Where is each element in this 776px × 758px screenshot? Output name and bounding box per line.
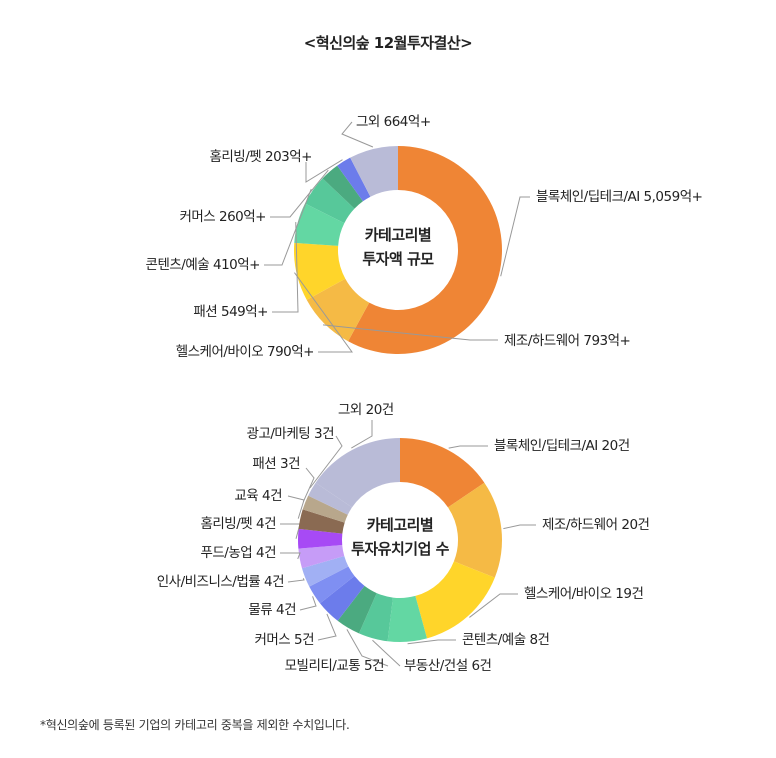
donut-slice: [298, 528, 343, 549]
donut-slice: [415, 561, 495, 639]
leader-line: [309, 435, 343, 489]
slice-label: 부동산/건설 6건: [404, 658, 492, 674]
footnote: *혁신의숲에 등록된 기업의 카테고리 중복을 제외한 수치입니다.: [40, 718, 350, 732]
slice-label: 제조/하드웨어 20건: [542, 517, 650, 533]
slice-label: 교육 4건: [234, 488, 282, 504]
center-label: 카테고리별: [367, 516, 434, 534]
investment-amount-donut: 블록체인/딥테크/AI 5,059억+ 제조/하드웨어 793억+ 헬스케어/바이오…: [146, 114, 703, 360]
donut-slice: [337, 157, 371, 202]
leader-line: [351, 420, 373, 449]
donut-slice: [315, 438, 400, 508]
donut-slice: [447, 482, 503, 578]
donut-slice: [298, 544, 345, 569]
slice-label: 물류 4건: [248, 602, 296, 618]
leader-line: [341, 121, 374, 148]
donut-slice: [305, 178, 355, 224]
slice-label: 커머스 260억+: [179, 209, 266, 225]
donut-slice: [302, 495, 348, 523]
donut-slice: [308, 482, 353, 515]
slice-label: 인사/비즈니스/법률 4건: [157, 574, 284, 590]
slice-label: 콘텐츠/예술 8건: [462, 632, 550, 648]
slice-label: 그외 664억+: [356, 114, 431, 130]
leader-line: [264, 188, 312, 266]
center-label: 카테고리별: [365, 226, 432, 244]
leader-line: [322, 324, 498, 341]
donut-slice: [358, 593, 393, 642]
donut-slice: [320, 576, 365, 621]
slice-label: 블록체인/딥테크/AI 5,059억+: [536, 189, 702, 205]
donut-slice: [301, 556, 349, 587]
leader-line: [280, 523, 301, 539]
donut-slice: [294, 203, 345, 246]
donut-slice: [294, 242, 346, 300]
slice-label: 푸드/농업 4건: [200, 545, 276, 561]
slice-label: 헬스케어/바이오 790억+: [176, 344, 314, 360]
donut-slice: [348, 146, 503, 354]
donut-slice: [387, 595, 427, 643]
leader-line: [503, 524, 536, 530]
leader-line: [346, 629, 389, 667]
slice-label: 홈리빙/펫 203억+: [209, 149, 312, 165]
donut-slice: [337, 585, 377, 634]
donut-slice: [350, 146, 398, 197]
page-title: <혁신의숲 12월투자결산>: [303, 34, 473, 52]
leader-line: [280, 552, 301, 560]
center-label: 투자유치기업 수: [351, 540, 450, 558]
leader-line: [372, 639, 401, 667]
leader-line: [272, 222, 299, 313]
leader-line: [270, 169, 329, 218]
donut-slice: [298, 509, 345, 534]
leader-line: [317, 613, 337, 641]
slice-label: 콘텐츠/예술 410억+: [146, 257, 260, 273]
slice-label: 패션 3건: [252, 456, 300, 472]
slice-label: 커머스 5건: [254, 632, 314, 648]
slice-label: 모빌리티/교통 5건: [285, 658, 384, 674]
slice-label: 패션 549억+: [193, 304, 268, 320]
slice-label: 제조/하드웨어 793억+: [504, 333, 630, 349]
leader-line: [305, 159, 343, 183]
slice-label: 홈리빙/펫 4건: [200, 516, 276, 532]
leader-line: [302, 467, 315, 502]
leader-line: [407, 639, 456, 645]
donut-slice: [400, 438, 485, 508]
slice-label: 블록체인/딥테크/AI 20건: [494, 438, 630, 454]
leader-line: [294, 272, 353, 353]
leader-line: [448, 445, 488, 449]
leader-line: [469, 593, 518, 618]
donut-slice: [309, 566, 355, 604]
slice-label: 헬스케어/바이오 19건: [524, 586, 643, 602]
leader-line: [287, 578, 305, 583]
donut-slice: [322, 165, 363, 209]
donut-slice: [306, 278, 370, 342]
leader-line: [500, 196, 530, 277]
slice-label: 광고/마케팅 3건: [247, 426, 335, 442]
slice-label: 그외 20건: [338, 402, 394, 418]
leader-line: [299, 596, 317, 611]
center-label: 투자액 규모: [362, 250, 434, 268]
